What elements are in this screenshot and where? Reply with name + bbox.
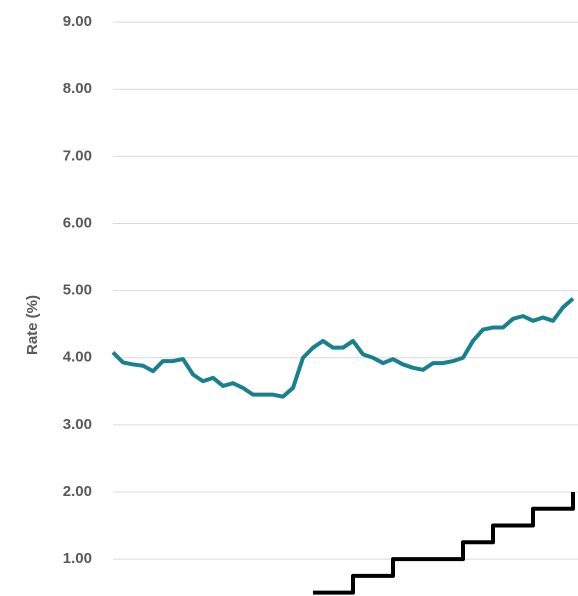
y-tick-label: 7.00 (63, 147, 92, 164)
y-tick-label: 4.00 (63, 349, 92, 366)
series-line (111, 297, 575, 399)
series-line (313, 491, 575, 595)
y-tick-label: 2.00 (63, 483, 92, 500)
y-tick-label: 9.00 (63, 13, 92, 30)
y-tick-label: 1.00 (63, 550, 92, 567)
y-tick-label: 3.00 (63, 416, 92, 433)
y-tick-label: 8.00 (63, 80, 92, 97)
y-tick-label: 5.00 (63, 282, 92, 299)
y-tick-label: 6.00 (63, 214, 92, 231)
y-axis-label: Rate (%) (24, 295, 41, 355)
